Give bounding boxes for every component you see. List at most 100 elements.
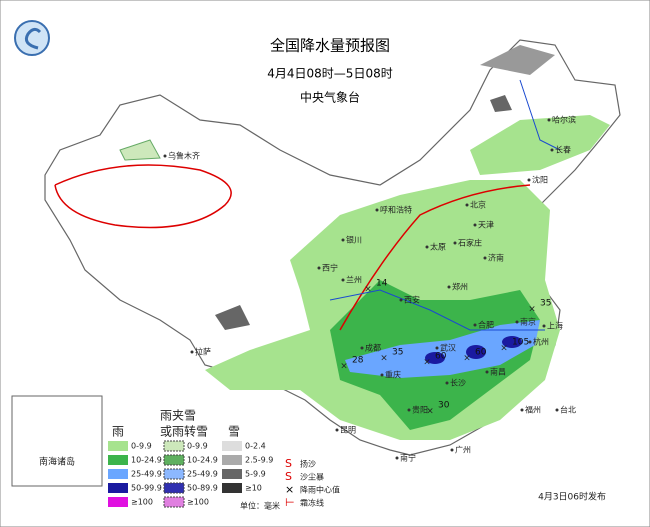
symbol-icon: ×: [285, 483, 294, 496]
city-label: 贵阳: [412, 405, 428, 415]
sleet-swatch: [163, 454, 185, 466]
symbol-label: 沙尘暴: [300, 472, 324, 482]
city-label: 杭州: [533, 337, 549, 347]
frost-line: [339, 184, 531, 331]
rain-swatch: [108, 497, 128, 507]
city-label: 呼和浩特: [380, 205, 412, 215]
city-label: 石家庄: [458, 238, 482, 248]
city-dot: [407, 408, 411, 412]
city-label: 天津: [478, 220, 494, 230]
sleet-label: 25-49.9: [187, 470, 218, 479]
center-marker: ×: [528, 305, 536, 315]
city-label: 重庆: [385, 370, 401, 380]
city-label: 福州: [525, 406, 541, 415]
snow-swatch: [222, 455, 242, 465]
sleet-swatch: [163, 496, 185, 508]
city-dot: [375, 208, 379, 212]
rain-area-storm: [345, 320, 540, 378]
city-label: 上海: [547, 321, 563, 331]
city-dot: [425, 245, 429, 249]
symbol-icon: S: [285, 470, 292, 483]
city-dot: [445, 381, 449, 385]
rain-swatch: [108, 455, 128, 465]
center-marker: ×: [380, 354, 388, 364]
city-dot: [473, 223, 477, 227]
legend-header: 雪: [228, 425, 240, 439]
city-label: 乌鲁木齐: [168, 151, 200, 161]
city-dot: [163, 154, 167, 158]
title: 全国降水量预报图: [270, 37, 390, 55]
city-label: 兰州: [346, 275, 362, 285]
city-dot: [550, 148, 554, 152]
city-label: 西安: [404, 295, 420, 305]
center-marker: ×: [426, 407, 434, 417]
issuer: 中央气象台: [300, 90, 360, 105]
sleet-label: 50-89.9: [187, 484, 218, 493]
city-dot: [465, 203, 469, 207]
center-value: 35: [392, 348, 403, 358]
inset-box: [11, 395, 103, 487]
city-dot: [555, 408, 559, 412]
rain-area-heavy-storm: [502, 336, 522, 348]
rain-label: 25-49.9: [131, 470, 162, 479]
snow-area: [480, 45, 555, 75]
legend-header: 或雨转雪: [160, 424, 208, 439]
center-marker: ×: [423, 358, 431, 368]
sleet-label: 10-24.9: [187, 456, 218, 465]
center-value: 105: [512, 338, 529, 348]
city-dot: [542, 324, 546, 328]
city-label: 哈尔滨: [552, 115, 576, 125]
center-marker: ×: [500, 344, 508, 354]
center-value: 60: [435, 352, 447, 362]
city-label: 合肥: [478, 320, 494, 330]
city-label: 台北: [560, 405, 576, 415]
city-dot: [527, 178, 531, 182]
city-dot: [399, 298, 403, 302]
sleet-label: ≥100: [187, 498, 209, 507]
city-dot: [395, 456, 399, 460]
rain-swatch: [108, 469, 128, 479]
city-label: 济南: [488, 253, 504, 263]
issue-time: 4月3日06时发布: [538, 491, 606, 503]
city-label: 成都: [365, 343, 381, 353]
center-value: 30: [438, 401, 450, 411]
city-dot: [317, 266, 321, 270]
symbol-icon: ⊢: [285, 496, 295, 509]
rain-area-heavy-storm: [425, 352, 445, 364]
city-dot: [515, 320, 519, 324]
snow-area: [215, 305, 250, 330]
river: [329, 79, 561, 331]
city-dot: [547, 118, 551, 122]
city-dot: [435, 346, 439, 350]
snow-swatch: [222, 469, 242, 479]
legend-header: 雨夹雪: [160, 409, 196, 423]
center-value: 28: [352, 356, 364, 366]
city-label: 武汉: [440, 343, 456, 353]
city-dot: [190, 350, 194, 354]
city-dot: [483, 256, 487, 260]
logo: [14, 20, 50, 56]
city-dot: [453, 241, 457, 245]
city-dot: [335, 428, 339, 432]
period: 4月4日08时—5日08时: [267, 67, 392, 81]
snow-swatch: [222, 441, 242, 451]
rain-label: 0-9.9: [131, 442, 152, 451]
city-dot: [341, 278, 345, 282]
symbol-label: 霜冻线: [300, 498, 324, 508]
city-label: 太原: [430, 242, 446, 252]
city-dot: [485, 370, 489, 374]
city-dot: [450, 448, 454, 452]
city-label: 南昌: [490, 367, 506, 377]
city-dot: [520, 408, 524, 412]
sleet-area: [119, 139, 161, 161]
city-dot: [473, 323, 477, 327]
sleet-swatch: [163, 440, 185, 452]
rain-label: 10-24.9: [131, 456, 162, 465]
city-label: 拉萨: [195, 347, 211, 357]
symbol-icon: S: [285, 457, 292, 470]
city-label: 广州: [455, 445, 471, 455]
city-label: 银川: [346, 235, 362, 245]
sleet-swatch: [163, 468, 185, 480]
snow-label: 5-9.9: [245, 470, 266, 479]
